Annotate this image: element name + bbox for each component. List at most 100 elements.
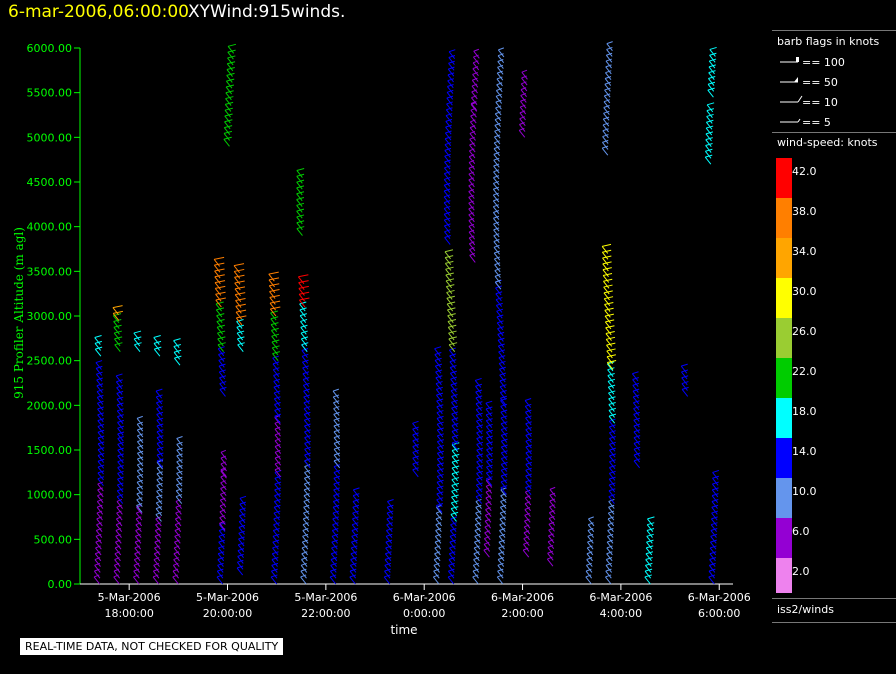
wind-barb — [115, 375, 123, 384]
wind-barb — [274, 415, 281, 424]
wind-profile-segment — [95, 360, 105, 487]
wind-barb — [216, 326, 224, 335]
y-tick-label: 2500.00 — [27, 355, 73, 368]
wind-barb — [485, 426, 493, 434]
wind-barb-flag — [525, 450, 533, 454]
wind-barb — [435, 518, 442, 527]
wind-barb — [154, 541, 161, 550]
wind-barb-flag — [469, 142, 475, 146]
wind-barb-flag — [609, 453, 616, 457]
wind-barb-flag — [153, 557, 160, 560]
wind-barb — [352, 518, 359, 527]
wind-barb — [443, 167, 451, 176]
wind-barb-flag — [448, 568, 455, 572]
wind-barb-flag — [525, 427, 532, 431]
wind-barb — [352, 512, 359, 521]
wind-barb-flag — [448, 562, 455, 566]
wind-barb — [451, 442, 459, 451]
wind-barb — [631, 373, 639, 382]
wind-barb-flag — [547, 556, 553, 560]
wind-barb — [156, 461, 164, 470]
wind-barb — [500, 446, 508, 455]
wind-barb — [332, 512, 339, 521]
wind-barb — [606, 553, 613, 562]
wind-barb-flag — [608, 488, 616, 492]
wind-barb — [434, 365, 442, 374]
wind-barb — [609, 443, 616, 452]
wind-barb — [470, 103, 478, 111]
wind-barb-flag — [351, 528, 359, 531]
wind-profile-segment — [133, 330, 142, 353]
wind-barb — [706, 116, 713, 124]
wind-barb — [602, 130, 609, 139]
wind-barb-flag — [97, 487, 103, 491]
wind-barb — [113, 332, 121, 341]
wind-barb — [219, 517, 226, 525]
wind-barb — [525, 452, 532, 461]
wind-barb-flag — [351, 533, 359, 537]
wind-barb-flag — [681, 363, 688, 367]
wind-barb — [468, 220, 475, 228]
wind-barb — [435, 512, 443, 521]
wind-barb-flag — [412, 432, 419, 436]
x-tick-label-date: 6-Mar-2006 — [491, 591, 554, 604]
wind-barb — [447, 68, 455, 77]
wind-barb — [524, 509, 531, 517]
wind-barb-flag — [494, 268, 501, 272]
wind-barb — [349, 565, 357, 573]
wind-barb-flag — [443, 194, 451, 198]
wind-barb-flag — [493, 180, 500, 184]
wind-barb-flag — [95, 360, 103, 364]
wind-barb-flag — [499, 516, 506, 520]
wind-barb — [449, 530, 457, 538]
wind-profile-segment — [472, 498, 482, 585]
wind-barb-flag — [473, 557, 480, 560]
wind-barb — [223, 127, 231, 135]
wind-barb — [302, 385, 310, 393]
wind-barb — [496, 576, 504, 585]
wind-barb-flag — [711, 516, 718, 520]
wind-barb — [451, 467, 459, 476]
wind-barb — [450, 396, 458, 404]
wind-barb-flag — [155, 522, 161, 526]
wind-barb-flag — [353, 493, 360, 497]
wind-barb-flag — [448, 60, 455, 64]
wind-barb-flag — [436, 503, 444, 506]
wind-barb — [95, 362, 102, 370]
wind-barb — [220, 457, 227, 466]
y-tick-label: 3000.00 — [27, 310, 73, 323]
wind-barb — [499, 368, 506, 377]
wind-profile-segment — [492, 47, 505, 290]
wind-barb-flag — [444, 153, 451, 157]
wind-barb-flag — [238, 524, 246, 528]
wind-barb — [116, 484, 124, 493]
wind-barb-flag — [271, 568, 278, 572]
wind-barb-flag — [156, 494, 163, 498]
wind-barb — [218, 541, 225, 550]
wind-barb-flag — [117, 476, 124, 480]
wind-barb — [217, 338, 224, 347]
wind-barb-flag — [606, 52, 613, 56]
wind-barb-flag — [330, 557, 338, 561]
wind-barb — [493, 148, 501, 156]
wind-barb-flag — [300, 574, 307, 578]
wind-barb — [632, 385, 639, 393]
wind-barb — [607, 369, 614, 378]
wind-barb — [226, 63, 234, 72]
wind-barb — [605, 565, 613, 573]
wind-barb-flag — [468, 218, 475, 221]
wind-barb — [602, 263, 609, 272]
wind-barb — [443, 179, 451, 187]
wind-barb-flag — [468, 212, 474, 216]
wind-barb — [175, 501, 182, 509]
wind-barb-flag — [215, 285, 226, 289]
wind-barb — [117, 433, 124, 442]
wind-barb — [236, 567, 244, 576]
wind-barb — [645, 547, 653, 556]
wind-barb — [605, 54, 613, 63]
wind-barb — [117, 427, 124, 436]
wind-barb — [710, 535, 717, 544]
wind-barb — [470, 115, 477, 124]
wind-barb — [500, 469, 508, 478]
wind-barb-flag — [444, 142, 452, 146]
